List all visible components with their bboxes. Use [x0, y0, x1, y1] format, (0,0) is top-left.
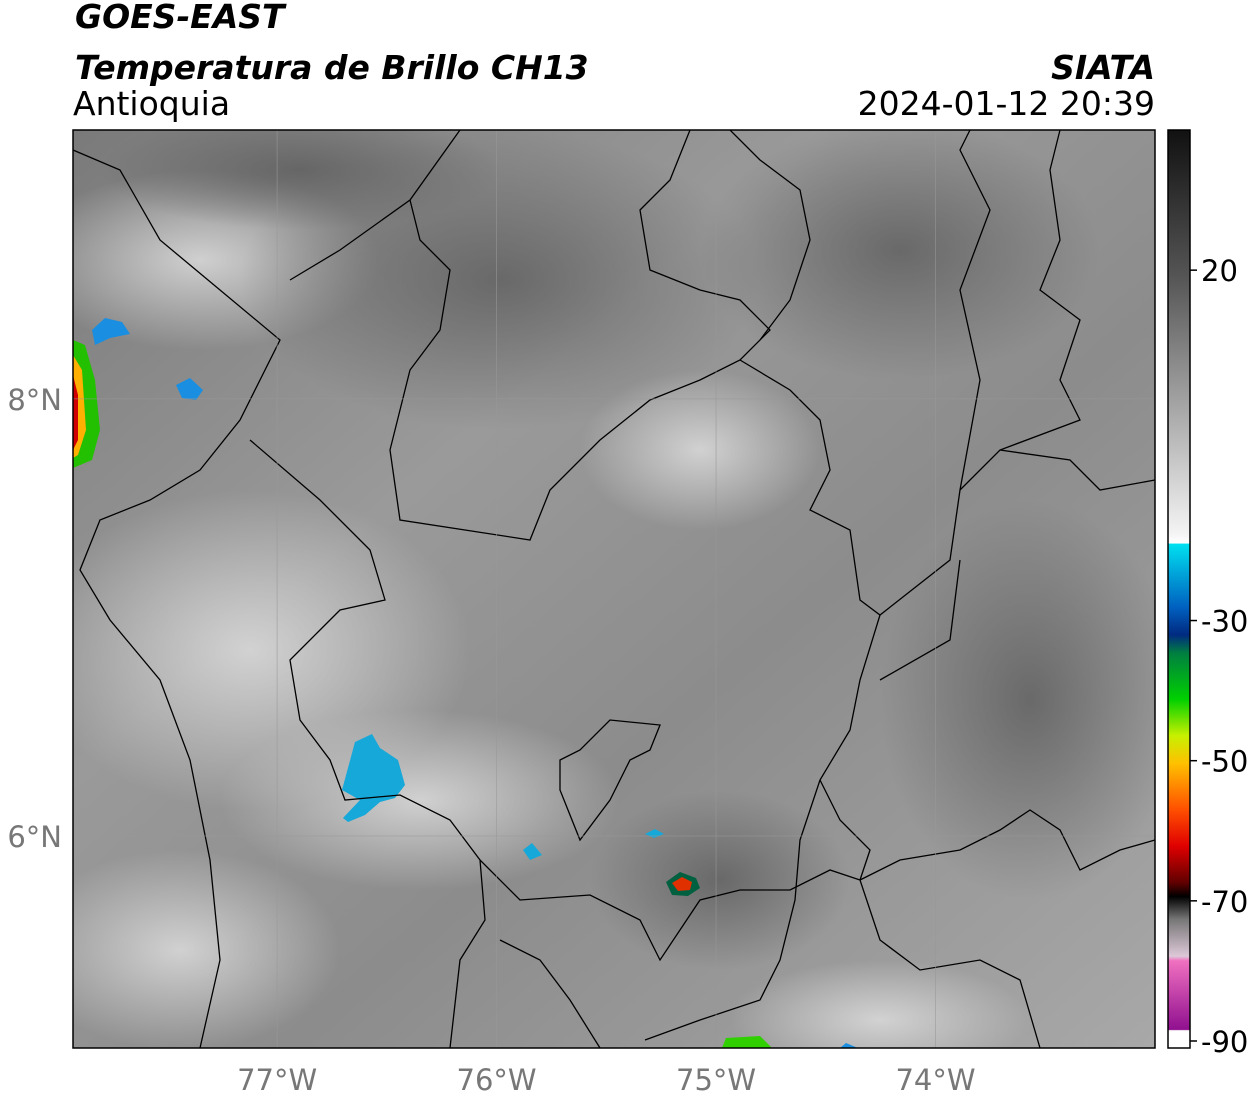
cold-cloud: [722, 1036, 772, 1048]
x-tick-label: 76°W: [457, 1063, 537, 1097]
graticule: [73, 130, 1155, 1048]
title: GOES-EAST: [75, 0, 287, 36]
cold-cloud: [523, 843, 542, 860]
borders: [73, 130, 1155, 1048]
cold-cloud: [176, 378, 203, 400]
cloud-bright: [220, 710, 620, 890]
timestamp: 2024-01-12 20:39: [858, 84, 1155, 123]
cloud-bright: [73, 850, 340, 1048]
cloud-dark: [100, 130, 500, 230]
cloud-bright: [580, 370, 820, 530]
colorbar-tick-label: -70: [1201, 885, 1248, 919]
colorbar-tick-label: -90: [1201, 1025, 1248, 1059]
colorbar-tick-label: -30: [1201, 605, 1248, 639]
source: SIATA: [1051, 48, 1155, 87]
x-tick-label: 74°W: [895, 1063, 975, 1097]
cold-cloud: [672, 877, 692, 891]
colorbar-tick-label: 20: [1201, 254, 1238, 288]
y-tick-label: 8°N: [7, 383, 62, 417]
cloud-bright: [730, 960, 1030, 1048]
cold-cloud: [342, 734, 405, 822]
cloud-dark: [880, 500, 1155, 900]
cold-cloud: [73, 375, 78, 450]
colorbar-tick-label: -50: [1201, 745, 1248, 779]
colorbar: [1167, 129, 1191, 1049]
y-tick-label: 6°N: [7, 820, 62, 854]
x-tick-label: 77°W: [237, 1063, 317, 1097]
map-frame: [72, 129, 1156, 1049]
imagery: [73, 130, 1155, 1048]
subtitle: Temperatura de Brillo CH13: [75, 48, 589, 87]
region: Antioquia: [73, 84, 230, 123]
cold-cloud: [92, 318, 130, 345]
cold-cloud: [840, 1043, 858, 1048]
x-tick-label: 75°W: [676, 1063, 756, 1097]
cloud-dark: [700, 130, 1100, 380]
